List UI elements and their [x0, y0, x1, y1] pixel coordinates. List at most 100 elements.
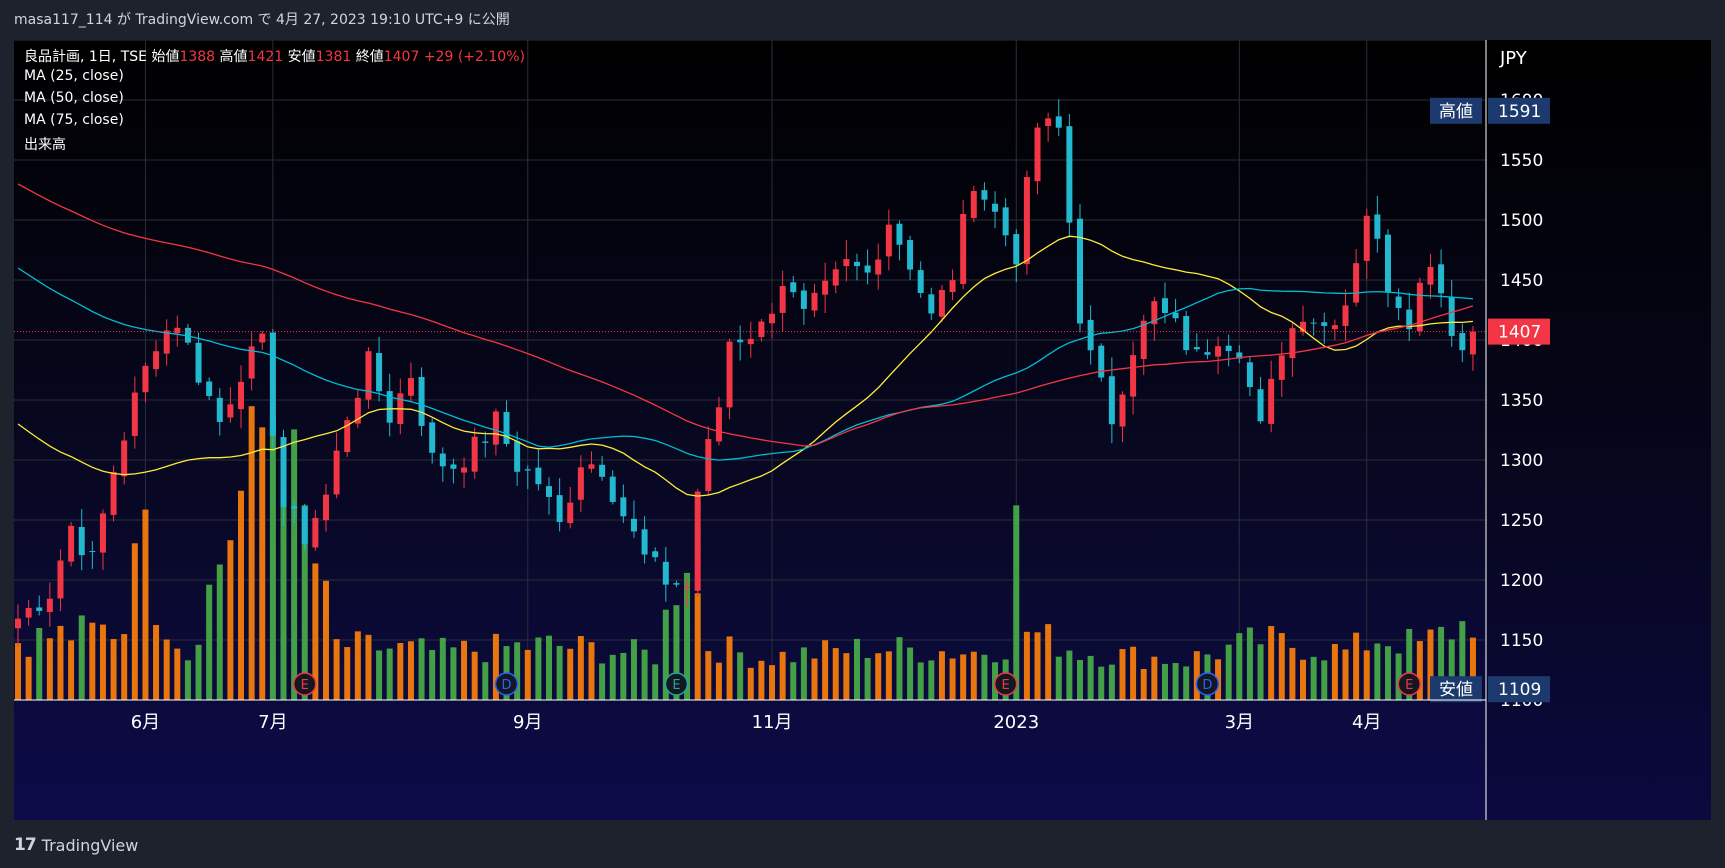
candle-body[interactable] [599, 464, 606, 477]
candle-body[interactable] [99, 513, 106, 553]
candle-body[interactable] [630, 518, 637, 532]
candle-body[interactable] [1300, 321, 1307, 333]
candle-body[interactable] [567, 502, 574, 524]
earnings-marker-icon[interactable] [292, 672, 317, 696]
candle-body[interactable] [1289, 328, 1296, 359]
candle-body[interactable] [89, 551, 96, 553]
candle-body[interactable] [1130, 355, 1137, 397]
candle-body[interactable] [269, 332, 276, 436]
candle-body[interactable] [407, 378, 414, 396]
candle-body[interactable] [121, 440, 128, 477]
candle-body[interactable] [524, 469, 531, 471]
earnings-marker-icon[interactable] [1397, 672, 1421, 696]
earnings-marker-icon[interactable] [664, 672, 689, 696]
candle-body[interactable] [1034, 127, 1041, 182]
candle-body[interactable] [131, 392, 138, 436]
candle-body[interactable] [1353, 263, 1360, 303]
candle-body[interactable] [726, 341, 733, 408]
candle-body[interactable] [1045, 118, 1052, 127]
candle-body[interactable] [684, 586, 691, 588]
candle-body[interactable] [418, 376, 425, 426]
candle-body[interactable] [216, 397, 223, 422]
candle-body[interactable] [376, 352, 383, 392]
candle-body[interactable] [1342, 305, 1349, 326]
candle-body[interactable] [1448, 296, 1455, 336]
symbol-label[interactable]: 良品計画, 1日, TSE [24, 49, 147, 65]
candle-body[interactable] [1225, 345, 1232, 352]
candle-body[interactable] [1023, 177, 1030, 265]
candle-body[interactable] [811, 292, 818, 311]
candle-body[interactable] [195, 342, 202, 383]
candle-body[interactable] [1140, 320, 1147, 359]
candle-body[interactable] [641, 529, 648, 555]
candle-body[interactable] [1002, 207, 1009, 236]
candle-body[interactable] [1321, 322, 1328, 326]
candle-body[interactable] [1278, 355, 1285, 380]
candle-body[interactable] [832, 269, 839, 286]
candle-body[interactable] [1438, 264, 1445, 294]
candle-body[interactable] [206, 381, 213, 397]
candle-body[interactable] [694, 491, 701, 591]
candle-body[interactable] [227, 404, 234, 418]
candle-body[interactable] [917, 270, 924, 294]
candle-body[interactable] [429, 422, 436, 453]
candle-body[interactable] [514, 441, 521, 472]
candle-body[interactable] [238, 381, 245, 410]
candle-body[interactable] [588, 464, 595, 469]
candle-body[interactable] [928, 294, 935, 314]
volume-legend[interactable]: 出来高 [24, 137, 66, 153]
candle-body[interactable] [758, 321, 765, 337]
candle-body[interactable] [1215, 346, 1222, 357]
candle-body[interactable] [365, 351, 372, 400]
candle-body[interactable] [46, 598, 53, 613]
candle-body[interactable] [992, 203, 999, 212]
candle-body[interactable] [344, 420, 351, 453]
candle-body[interactable] [1077, 218, 1083, 324]
candle-body[interactable] [68, 525, 75, 562]
candle-body[interactable] [843, 259, 850, 267]
candle-body[interactable] [737, 339, 744, 343]
candle-body[interactable] [503, 412, 510, 444]
candle-body[interactable] [1013, 234, 1020, 265]
candle-body[interactable] [1172, 312, 1179, 319]
candle-body[interactable] [1257, 389, 1264, 422]
candle-body[interactable] [354, 397, 361, 424]
dividend-marker-icon[interactable] [494, 672, 519, 696]
candle-body[interactable] [715, 407, 722, 442]
candle-body[interactable] [1406, 309, 1413, 330]
candle-body[interactable] [864, 265, 871, 273]
chart-area[interactable]: EDEEDEJPY1600155015001450140013501300125… [14, 40, 1711, 820]
candle-body[interactable] [1427, 266, 1434, 285]
candle-body[interactable] [896, 223, 903, 245]
candle-body[interactable] [620, 497, 627, 517]
candle-body[interactable] [57, 560, 64, 599]
candle-body[interactable] [577, 467, 584, 500]
candle-body[interactable] [652, 551, 659, 558]
candle-body[interactable] [938, 289, 945, 317]
candle-body[interactable] [1066, 126, 1073, 223]
candle-body[interactable] [15, 618, 21, 629]
candle-body[interactable] [1183, 316, 1190, 351]
candle-body[interactable] [1268, 378, 1275, 424]
candle-body[interactable] [1055, 116, 1062, 128]
candle-body[interactable] [1161, 298, 1168, 313]
candle-body[interactable] [142, 365, 149, 393]
candle-body[interactable] [907, 240, 914, 270]
candle-body[interactable] [981, 190, 988, 200]
candle-body[interactable] [1108, 376, 1115, 425]
candle-body[interactable] [1204, 352, 1211, 355]
ma25-legend[interactable]: MA (25, close) [24, 68, 124, 84]
candle-body[interactable] [1469, 331, 1476, 355]
candle-body[interactable] [163, 330, 170, 354]
candle-body[interactable] [779, 286, 786, 313]
candle-body[interactable] [259, 333, 266, 343]
ma75-legend[interactable]: MA (75, close) [24, 112, 124, 128]
candle-body[interactable] [853, 261, 860, 267]
candle-body[interactable] [790, 282, 797, 293]
candle-body[interactable] [291, 506, 298, 509]
tradingview-brand[interactable]: TradingView [41, 835, 139, 855]
candle-body[interactable] [36, 607, 43, 611]
dividend-marker-icon[interactable] [1195, 672, 1220, 696]
candle-body[interactable] [662, 561, 669, 585]
candle-body[interactable] [439, 453, 446, 467]
